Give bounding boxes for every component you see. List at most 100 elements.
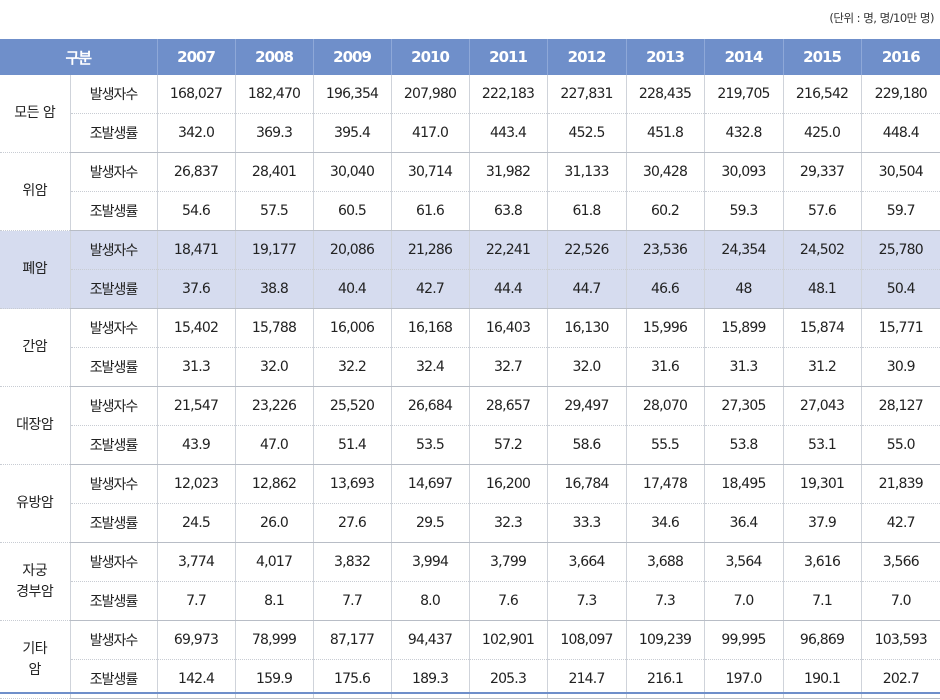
- cancer-type-label-line: 경부암: [16, 583, 54, 600]
- incidence-value: 24,502: [782, 230, 862, 270]
- cancer-group: 위암 발생자수 26,837 28,401 30,040 30,714 31,982 31,1…: [0, 152, 940, 231]
- crude-rate-value: 7.6: [468, 581, 548, 621]
- table-row: 간암 발생자수 15,402 15,788 16,006 16,168 16,403 16,1…: [0, 308, 940, 387]
- incidence-value: 99,995: [703, 620, 784, 660]
- incidence-value: 18,471: [156, 230, 236, 270]
- crude-rate-value: 40.4: [312, 269, 392, 309]
- incidence-value: 24,354: [703, 230, 784, 270]
- crude-rate-value: 342.0: [156, 113, 236, 153]
- cancer-type-label-line: 기타: [22, 640, 48, 657]
- header-year: 2007: [156, 39, 236, 75]
- incidence-value: 30,093: [703, 152, 784, 192]
- incidence-value: 28,070: [625, 386, 705, 426]
- crude-rate-value: 32.3: [468, 503, 548, 543]
- cancer-group: 간암 발생자수 15,402 15,788 16,006 16,168 16,403 16,1…: [0, 308, 940, 387]
- incidence-value: 15,402: [156, 308, 236, 348]
- crude-rate-value: 369.3: [234, 113, 314, 153]
- cancer-type-label: 위암: [0, 152, 70, 231]
- crude-rate-value: 26.0: [234, 503, 314, 543]
- cancer-type-label: 모든 암: [0, 75, 70, 153]
- crude-rate-label: 조발생률: [69, 191, 158, 231]
- cancer-group: 폐암 발생자수 18,471 19,177 20,086 21,286 22,241 22,5…: [0, 230, 940, 309]
- crude-rate-label: 조발생률: [69, 425, 158, 465]
- table-row: 조발생률 43.9 47.0 51.4 53.5 57.2 58.6 55.5 53.8 53.1…: [0, 425, 940, 465]
- incidence-value: 29,497: [546, 386, 627, 426]
- incidence-value: 3,774: [156, 542, 236, 582]
- header-year: 2016: [860, 39, 940, 75]
- incidence-value: 12,023: [156, 464, 236, 504]
- incidence-value: 25,780: [860, 230, 940, 270]
- crude-rate-value: 44.4: [468, 269, 548, 309]
- incidence-value: 94,437: [390, 620, 470, 660]
- incidence-value: 219,705: [703, 75, 784, 114]
- crude-rate-value: 51.4: [312, 425, 392, 465]
- crude-rate-label: 조발생률: [69, 347, 158, 387]
- incidence-label: 발생자수: [69, 542, 158, 582]
- incidence-value: 12,862: [234, 464, 314, 504]
- header-year: 2015: [782, 39, 862, 75]
- incidence-value: 28,401: [234, 152, 314, 192]
- incidence-value: 3,688: [625, 542, 705, 582]
- crude-rate-value: 7.7: [156, 581, 236, 621]
- cancer-type-label-line: 암: [28, 661, 42, 678]
- cancer-group: 유방암 발생자수 12,023 12,862 13,693 14,697 16,200 16,…: [0, 464, 940, 543]
- crude-rate-value: 55.0: [860, 425, 940, 465]
- incidence-value: 21,286: [390, 230, 470, 270]
- crude-rate-value: 27.6: [312, 503, 392, 543]
- header-year: 2010: [390, 39, 470, 75]
- crude-rate-value: 61.8: [546, 191, 627, 231]
- incidence-value: 28,657: [468, 386, 548, 426]
- incidence-value: 30,428: [625, 152, 705, 192]
- cancer-type-label: 폐암: [0, 230, 70, 309]
- incidence-label: 발생자수: [69, 386, 158, 426]
- unit-note: (단위 : 명, 명/10만 명): [829, 11, 934, 25]
- crude-rate-value: 34.6: [625, 503, 705, 543]
- crude-rate-value: 60.2: [625, 191, 705, 231]
- cancer-type-label-line: 자궁: [22, 562, 48, 579]
- crude-rate-value: 24.5: [156, 503, 236, 543]
- crude-rate-value: 47.0: [234, 425, 314, 465]
- crude-rate-value: 57.6: [782, 191, 862, 231]
- crude-rate-value: 30.9: [860, 347, 940, 387]
- incidence-value: 216,542: [782, 75, 862, 114]
- crude-rate-value: 48.1: [782, 269, 862, 309]
- incidence-value: 30,040: [312, 152, 392, 192]
- incidence-value: 27,043: [782, 386, 862, 426]
- incidence-value: 21,547: [156, 386, 236, 426]
- incidence-value: 102,901: [468, 620, 548, 660]
- table-row: 폐암 발생자수 18,471 19,177 20,086 21,286 22,241 22,5…: [0, 230, 940, 309]
- crude-rate-label: 조발생률: [69, 503, 158, 543]
- incidence-value: 69,973: [156, 620, 236, 660]
- table-row: 기타 암 발생자수 69,973 78,999 87,177 94,437 102,901 10…: [0, 620, 940, 699]
- crude-rate-value: 58.6: [546, 425, 627, 465]
- crude-rate-value: 55.5: [625, 425, 705, 465]
- crude-rate-value: 7.1: [782, 581, 862, 621]
- header-year: 2011: [468, 39, 548, 75]
- table-row: 조발생률 24.5 26.0 27.6 29.5 32.3 33.3 34.6 36.4 37.9…: [0, 503, 940, 543]
- incidence-value: 3,832: [312, 542, 392, 582]
- table-row: 조발생률 342.0 369.3 395.4 417.0 443.4 452.5 451.8 4…: [0, 113, 940, 153]
- table-row: 유방암 발생자수 12,023 12,862 13,693 14,697 16,200 16,…: [0, 464, 940, 543]
- table-row: 대장암 발생자수 21,547 23,226 25,520 26,684 28,657 29,…: [0, 386, 940, 465]
- crude-rate-value: 63.8: [468, 191, 548, 231]
- incidence-label: 발생자수: [69, 230, 158, 270]
- incidence-value: 15,874: [782, 308, 862, 348]
- crude-rate-value: 8.0: [390, 581, 470, 621]
- incidence-value: 87,177: [312, 620, 392, 660]
- crude-rate-value: 57.5: [234, 191, 314, 231]
- header-year: 2009: [312, 39, 392, 75]
- crude-rate-value: 59.3: [703, 191, 784, 231]
- incidence-value: 168,027: [156, 75, 236, 114]
- incidence-value: 109,239: [625, 620, 705, 660]
- incidence-value: 3,664: [546, 542, 627, 582]
- crude-rate-value: 32.0: [234, 347, 314, 387]
- cancer-type-label: 간암: [0, 308, 70, 387]
- crude-rate-value: 32.0: [546, 347, 627, 387]
- incidence-value: 103,593: [860, 620, 940, 660]
- crude-rate-value: 448.4: [860, 113, 940, 153]
- crude-rate-value: 7.7: [312, 581, 392, 621]
- incidence-value: 3,994: [390, 542, 470, 582]
- cancer-type-label: 유방암: [0, 464, 70, 543]
- crude-rate-value: 33.3: [546, 503, 627, 543]
